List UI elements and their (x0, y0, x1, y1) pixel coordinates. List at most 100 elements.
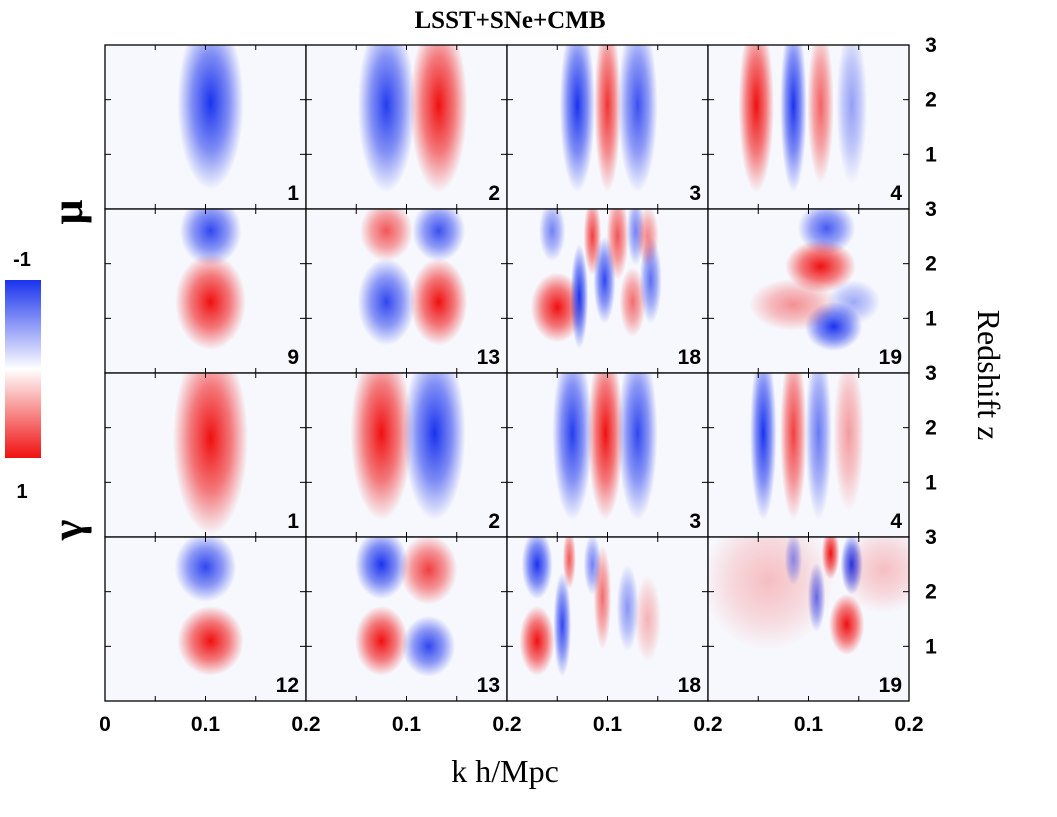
heatmap-blob (179, 209, 242, 266)
heatmap-blob (570, 243, 589, 349)
panel-number-label: 1 (287, 182, 299, 205)
panel-number-label: 19 (879, 346, 902, 369)
heatmap-panel: 4 (707, 44, 910, 210)
y-tick-label: 1 (925, 143, 937, 166)
x-tick-label: 0 (99, 713, 111, 736)
heatmap-panel: 13 (305, 536, 508, 702)
heatmap-blob (354, 605, 408, 676)
y-tick-label: 1 (925, 471, 937, 494)
heatmap-blob (530, 272, 584, 343)
heatmap-panel: 2 (305, 372, 508, 538)
heatmap-panel: 3 (506, 44, 709, 210)
heatmap-blob (827, 280, 881, 324)
y-tick-label: 2 (925, 89, 937, 112)
x-tick-label: 0.1 (191, 713, 221, 736)
heatmap-blob (538, 209, 566, 262)
x-tick-label: 0.1 (794, 713, 824, 736)
heatmap-blob (177, 45, 244, 190)
x-tick-label: 0.2 (492, 713, 521, 736)
chart-title: LSST+SNe+CMB (414, 7, 605, 34)
heatmap-panel: 13 (305, 208, 508, 374)
y-tick-label: 2 (925, 581, 937, 604)
y-tick-label: 1 (925, 635, 937, 658)
x-tick-label: 0.1 (392, 713, 422, 736)
panel-number-label: 1 (287, 510, 299, 533)
heatmap-panel: 18 (506, 208, 709, 374)
y-tick-label: 3 (925, 34, 937, 57)
x-axis-ticks: 0 0.1 0.2 0.1 0.2 0.1 0.2 0.1 0.2 (99, 713, 923, 736)
heatmap-panel: 12 (104, 536, 307, 702)
heatmap-panel: 1 (104, 372, 307, 538)
y-tick-label: 3 (925, 198, 937, 221)
heatmap-blob (738, 45, 774, 193)
heatmap-blob (839, 537, 909, 614)
gamma-row-label: γ (43, 520, 92, 542)
colorbar-top-label: -1 (13, 249, 31, 271)
heatmap-panel: 3 (506, 372, 709, 538)
y-axis-label: Redshift z (971, 310, 1007, 441)
panel-number-label: 3 (689, 182, 701, 205)
y-axis-ticks: 3 2 1 3 2 1 3 2 1 3 2 1 (925, 34, 937, 658)
heatmap-panel: 9 (104, 208, 307, 374)
heatmap-blob (175, 253, 246, 351)
panel-number-label: 2 (488, 510, 500, 533)
x-tick-label: 0.1 (593, 713, 623, 736)
heatmap-blob (177, 605, 244, 676)
heatmap-blob (357, 258, 416, 346)
heatmap-blob (833, 373, 865, 512)
heatmap-blob (780, 373, 807, 521)
panel-number-label: 4 (890, 510, 902, 533)
heatmap-panel: 1 (104, 44, 307, 210)
heatmap-blob (780, 45, 807, 193)
heatmap-blob (750, 373, 777, 521)
panel-number-label: 18 (678, 674, 702, 697)
heatmap-blob (593, 544, 612, 650)
heatmap-blob (519, 605, 555, 676)
y-tick-label: 2 (925, 253, 937, 276)
panel-number-label: 12 (276, 674, 299, 697)
y-tick-label: 3 (925, 362, 937, 385)
heatmap-blob (553, 571, 572, 677)
heatmap-panel: 19 (707, 536, 910, 702)
heatmap-blob (359, 209, 413, 262)
heatmap-blob (634, 575, 661, 663)
panel-number-label: 3 (689, 510, 701, 533)
panel-number-label: 9 (287, 346, 299, 369)
heatmap-blob (357, 45, 416, 193)
heatmap-panel: 18 (506, 536, 709, 702)
heatmap-blob (409, 258, 468, 346)
heatmap-blob (402, 615, 456, 677)
heatmap-blob (708, 537, 835, 651)
heatmap-blob (807, 45, 834, 184)
x-axis-label: k h/Mpc (451, 753, 559, 789)
heatmap-blob (521, 537, 553, 600)
heatmap-blob (636, 209, 659, 267)
panel-number-label: 19 (879, 674, 902, 697)
heatmap-blob (552, 373, 593, 521)
heatmap-blob (619, 266, 646, 337)
heatmap-blob (412, 209, 466, 262)
heatmap-panel: 2 (305, 44, 508, 210)
heatmap-blob (409, 45, 468, 193)
heatmap-blob (562, 537, 576, 590)
heatmap-blob (836, 45, 868, 184)
heatmap-blob (350, 373, 413, 521)
panel-number-label: 18 (678, 346, 702, 369)
heatmap-blob (559, 45, 596, 193)
heatmap-blob (805, 373, 832, 521)
heatmap-blob (606, 209, 629, 281)
y-tick-label: 2 (925, 417, 937, 440)
heatmap-panel: 19 (707, 208, 910, 374)
heatmap-blob (399, 537, 458, 605)
heatmap-blob (172, 373, 249, 535)
heatmap-blob (354, 537, 408, 600)
x-tick-label: 0.2 (291, 713, 320, 736)
heatmap-blob (749, 278, 838, 331)
heatmap-blob (784, 537, 803, 586)
panel-frame (707, 536, 910, 702)
panel-number-label: 13 (477, 346, 500, 369)
y-tick-label: 3 (925, 526, 937, 549)
colorbar (5, 280, 41, 458)
heatmap-blob (174, 537, 237, 603)
